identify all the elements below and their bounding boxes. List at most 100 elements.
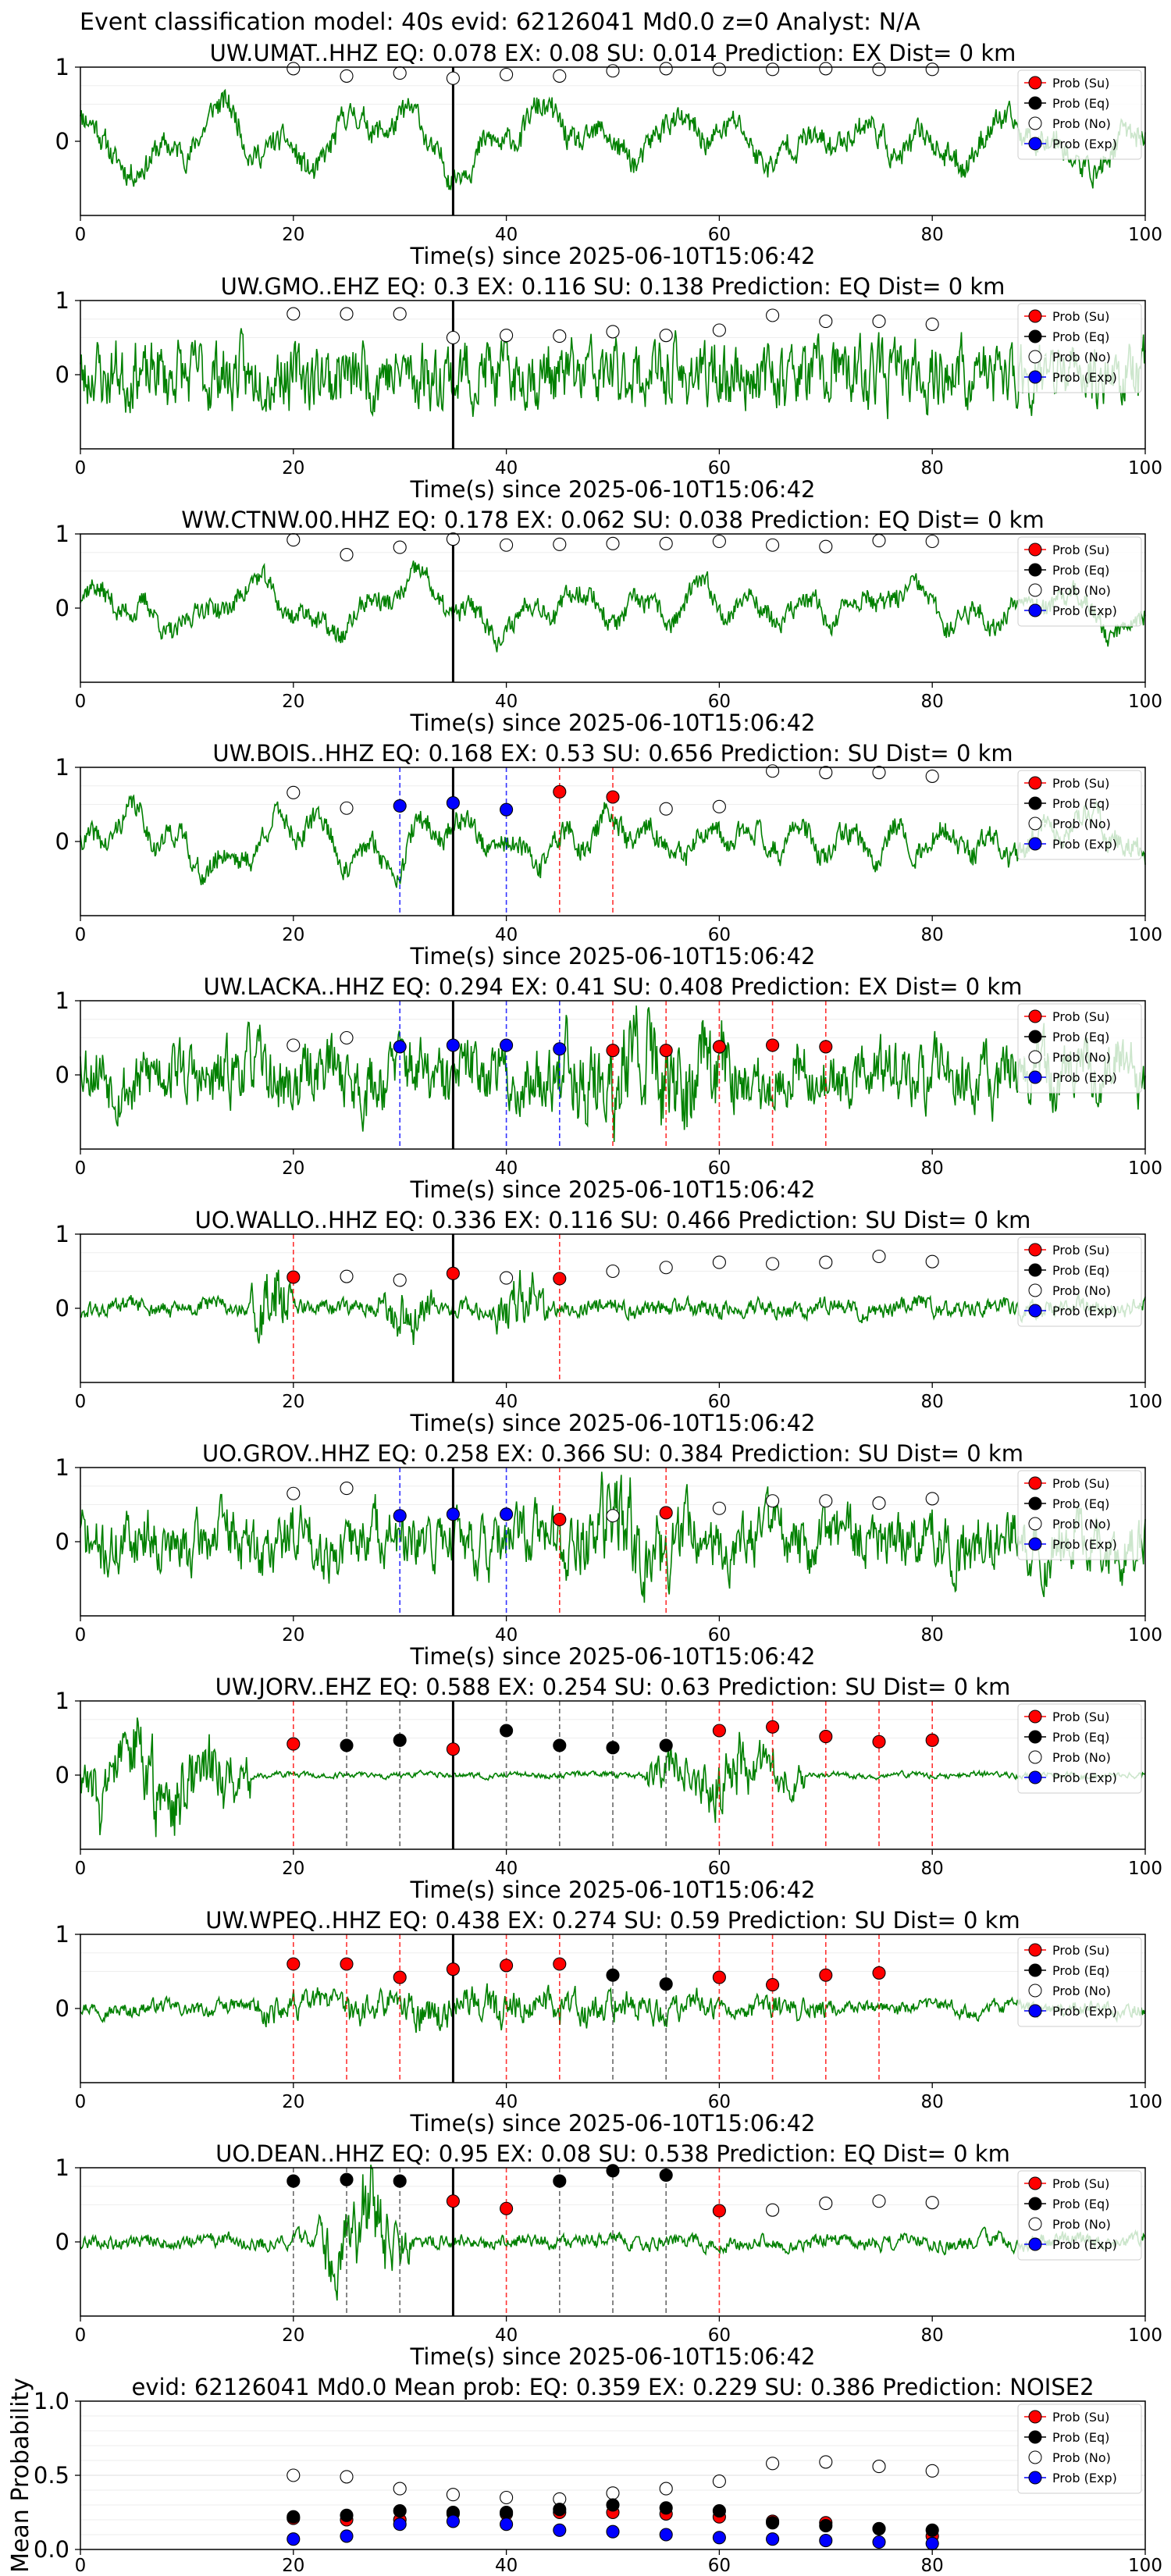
panel-10: evid: 62126041 Md0.0 Mean prob: EQ: 0.35… (7, 2374, 1162, 2576)
prob-marker-su (925, 1733, 939, 1747)
prob-marker-su (766, 1720, 780, 1734)
legend-marker-no (1028, 2450, 1042, 2464)
prob-marker-no (287, 62, 301, 76)
legend-label-no: Prob (No) (1052, 116, 1111, 131)
prob-marker-su (393, 1970, 407, 1984)
legend-box (1017, 1236, 1142, 1327)
prob-marker-su (500, 2201, 514, 2215)
x-tick-label: 0 (75, 225, 87, 245)
x-tick-label: 40 (495, 1625, 518, 1646)
panel-1: UW.GMO..EHZ EQ: 0.3 EX: 0.116 SU: 0.138 … (55, 273, 1162, 503)
legend-label-exp: Prob (Exp) (1052, 2237, 1117, 2252)
legend-marker-su (1028, 776, 1042, 790)
legend-label-eq: Prob (Eq) (1052, 2430, 1109, 2445)
legend-label-no: Prob (No) (1052, 817, 1111, 831)
legend-marker-su (1028, 76, 1042, 90)
y-tick-label: 0 (55, 1528, 69, 1555)
legend-label-eq: Prob (Eq) (1052, 2197, 1109, 2211)
mean-marker-eq (925, 2523, 939, 2537)
legend-box (1017, 536, 1142, 627)
prob-marker-no (925, 1254, 939, 1268)
y-tick-label: 0 (55, 1762, 69, 1788)
legend-label-su: Prob (Su) (1052, 1710, 1109, 1724)
legend-marker-no (1028, 116, 1042, 130)
y-tick-label: 1 (55, 287, 69, 314)
legend: Prob (Su) Prob (Eq) Prob (No) Prob (Exp) (1017, 770, 1142, 860)
prob-marker-no (819, 2197, 833, 2211)
x-tick-label: 60 (708, 2556, 731, 2576)
prob-marker-no (659, 62, 673, 76)
y-tick-label: 0 (55, 361, 69, 388)
prob-marker-exp (393, 1040, 407, 1054)
mean-marker-exp (553, 2523, 567, 2537)
legend-box (1017, 303, 1142, 393)
x-tick-label: 20 (282, 458, 304, 479)
legend-box (1017, 770, 1142, 860)
prob-marker-no (659, 802, 673, 816)
legend-marker-eq (1028, 2197, 1042, 2211)
x-tick-label: 0 (75, 1392, 87, 1412)
legend-label-eq: Prob (Eq) (1052, 1730, 1109, 1745)
y-tick-label: 0 (55, 128, 69, 155)
x-tick-label: 100 (1128, 925, 1162, 945)
y-tick-label: 0.0 (34, 2536, 69, 2563)
panel-title: UW.UMAT..HHZ EQ: 0.078 EX: 0.08 SU: 0.01… (210, 40, 1016, 66)
panel-title: UO.GROV..HHZ EQ: 0.258 EX: 0.366 SU: 0.3… (202, 1440, 1023, 1467)
legend-marker-su (1028, 2176, 1042, 2190)
prob-marker-no (393, 307, 407, 321)
x-axis-label: Time(s) since 2025-06-10T15:06:42 (410, 1643, 816, 1670)
legend-box (1017, 1703, 1142, 1794)
prob-marker-no (712, 534, 726, 549)
axes-frame (80, 300, 1146, 450)
prob-marker-su (446, 1742, 460, 1756)
prob-marker-no (500, 1271, 514, 1285)
x-axis-label: Time(s) since 2025-06-10T15:06:42 (410, 943, 816, 970)
prob-marker-no (819, 62, 833, 76)
x-tick-label: 0 (75, 2092, 87, 2112)
prob-marker-no (766, 2203, 780, 2217)
prob-marker-no (659, 329, 673, 343)
legend-marker-su (1028, 1009, 1042, 1023)
legend-label-no: Prob (No) (1052, 1984, 1111, 1998)
waveform-trace (80, 794, 1146, 888)
panel-title: UW.WPEQ..HHZ EQ: 0.438 EX: 0.274 SU: 0.5… (205, 1907, 1020, 1934)
prob-marker-su (287, 1270, 301, 1284)
prob-marker-su (766, 1978, 780, 1992)
legend-label-su: Prob (Su) (1052, 1476, 1109, 1491)
legend-label-eq: Prob (Eq) (1052, 1963, 1109, 1978)
legend: Prob (Su) Prob (Eq) Prob (No) Prob (Exp) (1017, 2403, 1142, 2494)
legend: Prob (Su) Prob (Eq) Prob (No) Prob (Exp) (1017, 303, 1142, 393)
legend-marker-no (1028, 583, 1042, 597)
prob-marker-su (659, 1506, 673, 1520)
prob-marker-eq (659, 1977, 673, 1991)
x-tick-label: 80 (921, 692, 944, 712)
prob-marker-su (819, 1040, 833, 1054)
legend-label-eq: Prob (Eq) (1052, 563, 1109, 578)
x-tick-label: 20 (282, 2325, 304, 2346)
prob-marker-no (287, 307, 301, 321)
mean-marker-exp (287, 2532, 301, 2546)
prob-marker-no (819, 766, 833, 780)
legend-label-exp: Prob (Exp) (1052, 2004, 1117, 2019)
panel-3: UW.BOIS..HHZ EQ: 0.168 EX: 0.53 SU: 0.65… (55, 740, 1162, 970)
prob-marker-no (819, 1494, 833, 1508)
y-tick-label: 1 (55, 521, 69, 547)
prob-marker-no (340, 801, 354, 815)
x-tick-label: 0 (75, 925, 87, 945)
legend-label-exp: Prob (Exp) (1052, 370, 1117, 385)
prob-marker-no (287, 1486, 301, 1500)
mean-marker-eq (553, 2503, 567, 2517)
legend-label-exp: Prob (Exp) (1052, 1537, 1117, 1552)
y-tick-label: 1 (55, 1688, 69, 1714)
x-tick-label: 80 (921, 225, 944, 245)
x-tick-label: 100 (1128, 1859, 1162, 1879)
x-tick-label: 20 (282, 2092, 304, 2112)
prob-marker-no (500, 329, 514, 343)
prob-marker-eq (287, 2174, 301, 2188)
prob-marker-no (446, 532, 460, 546)
legend-box (1017, 1937, 1142, 2027)
legend-marker-eq (1028, 563, 1042, 577)
panel-8: UW.WPEQ..HHZ EQ: 0.438 EX: 0.274 SU: 0.5… (55, 1907, 1162, 2137)
x-tick-label: 100 (1128, 692, 1162, 712)
prob-marker-su (872, 1735, 886, 1749)
